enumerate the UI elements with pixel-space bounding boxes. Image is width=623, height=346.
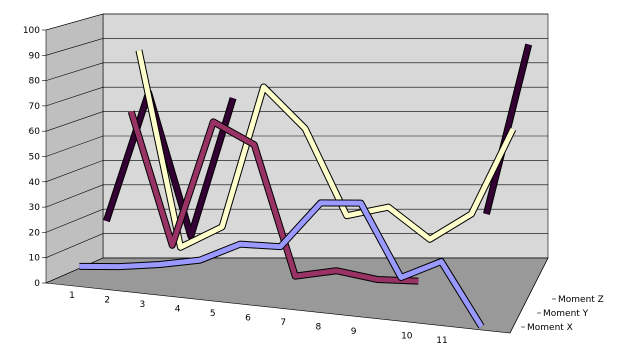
x-tick-label: 5 — [210, 309, 216, 319]
y-tick-label: 70 — [29, 102, 41, 112]
series-label: Moment Z — [558, 295, 604, 305]
series-label: Moment X — [527, 323, 573, 333]
series-line — [128, 110, 419, 284]
y-tick-label: 90 — [29, 51, 41, 61]
y-tick-label: 50 — [29, 153, 41, 163]
side-wall — [45, 13, 104, 284]
y-tick-label: 80 — [29, 77, 41, 87]
series-moment-y — [127, 110, 419, 285]
series-line — [79, 200, 484, 328]
x-tick-label: 7 — [280, 318, 286, 328]
y-tick-label: 40 — [29, 178, 41, 188]
series-line — [136, 49, 516, 250]
gridline — [45, 86, 548, 107]
x-tick-label: 3 — [140, 300, 146, 310]
y-tick-label: 20 — [29, 228, 41, 238]
front-depth-edge — [509, 257, 549, 334]
series-line — [104, 90, 236, 239]
series-label: Moment Y — [543, 309, 589, 319]
x-tick-label: 6 — [245, 314, 251, 324]
x-tick-label: 11 — [436, 336, 447, 346]
x-tick-label: 4 — [175, 305, 181, 315]
depth-axis: Moment X Moment Y Moment Z — [521, 295, 604, 333]
y-tick-label: 100 — [23, 26, 40, 36]
series-unnamed — [103, 43, 533, 240]
gridline — [45, 208, 548, 233]
x-tick-label: 1 — [69, 291, 75, 301]
y-axis: 0 10 20 30 40 50 60 70 80 90 100 — [23, 26, 46, 289]
gridline — [45, 62, 548, 81]
series-line — [484, 43, 532, 215]
series-moment-x — [79, 199, 485, 329]
y-tick-label: 0 — [34, 279, 40, 289]
y-tick-label: 60 — [29, 127, 41, 137]
gridline — [45, 257, 548, 284]
gridline — [45, 233, 548, 258]
x-tick-label: 8 — [316, 323, 322, 333]
gridline — [45, 38, 548, 56]
y-tick-label: 10 — [29, 254, 41, 264]
gridline — [45, 111, 548, 132]
x-axis: 1 2 3 4 5 6 7 8 9 10 11 — [69, 291, 448, 346]
gridline — [45, 184, 548, 208]
x-tick-label: 2 — [104, 296, 110, 306]
gridline — [45, 135, 548, 157]
gridline — [45, 160, 548, 183]
gridline — [45, 13, 548, 31]
series-moment-z — [135, 49, 517, 251]
y-tick-label: 30 — [29, 203, 41, 213]
gridlines — [45, 13, 548, 284]
x-tick-label: 9 — [351, 327, 357, 337]
series-layer — [79, 43, 533, 329]
x-tick-label: 10 — [401, 332, 413, 342]
